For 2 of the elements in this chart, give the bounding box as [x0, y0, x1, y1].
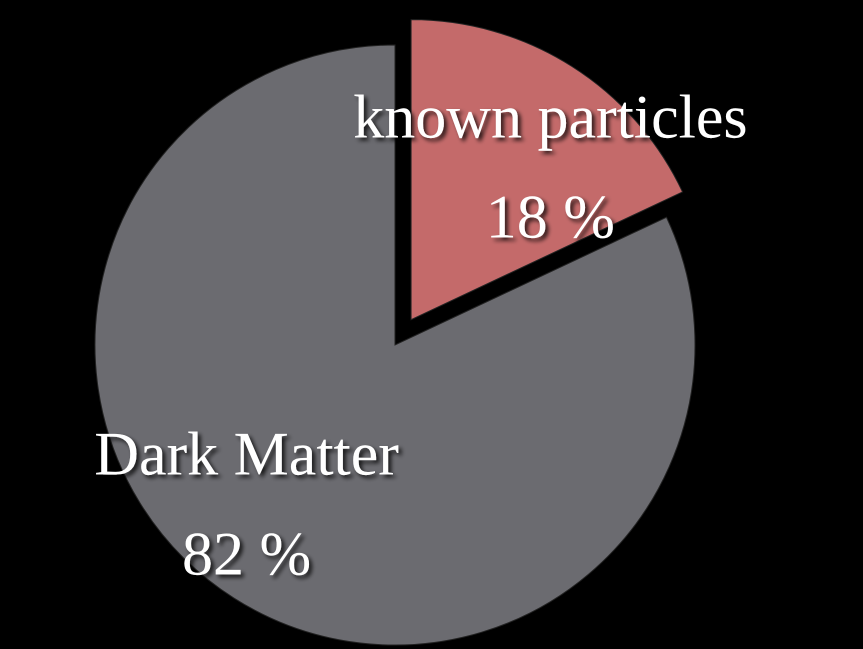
data-label: 18 %: [486, 183, 615, 252]
data-label: 82 %: [182, 520, 312, 588]
